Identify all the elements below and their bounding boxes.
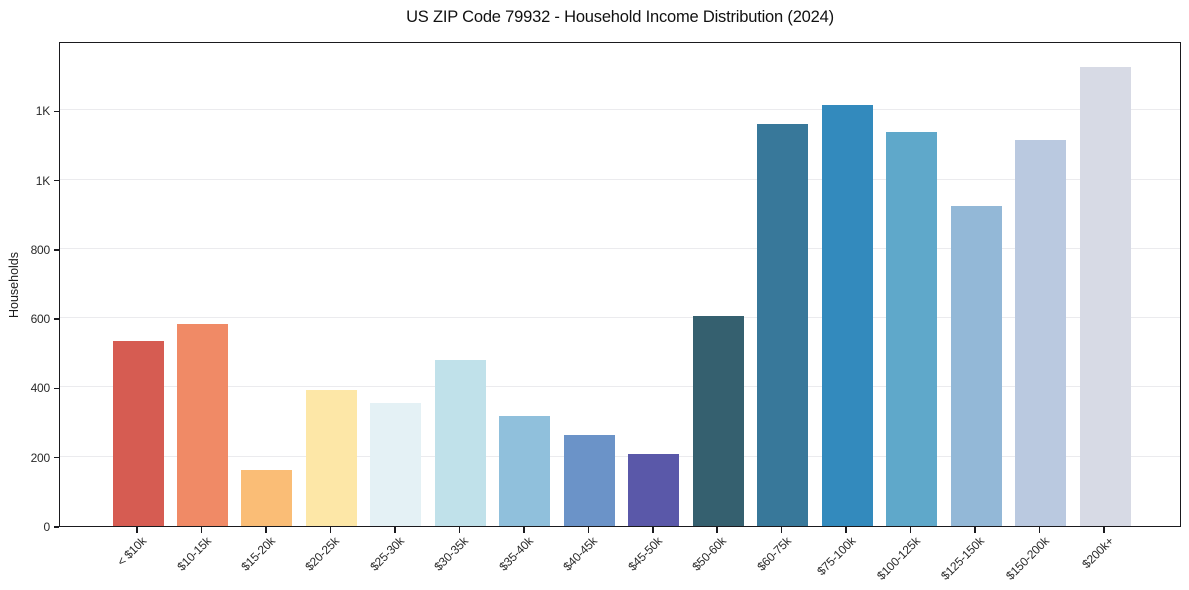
x-tick-label: $150-200k: [1002, 534, 1052, 583]
x-tick-mark: [1038, 527, 1041, 533]
gridline: [60, 386, 1180, 388]
x-tick-label: $60-75k: [754, 534, 794, 574]
x-tick-mark: [394, 527, 396, 533]
bar-$60-75k: [757, 124, 809, 526]
gridline: [60, 178, 1180, 180]
bar-$35-40k: [499, 416, 551, 526]
x-tick-label: $20-25k: [302, 534, 343, 574]
bar-$40-45k: [563, 434, 615, 526]
x-tick-label: $40-45k: [560, 534, 601, 574]
y-tick-label: 800: [30, 242, 51, 257]
bar-$125-150k: [950, 205, 1002, 526]
y-tick-label: 400: [30, 381, 51, 396]
bar-$15-20k: [241, 469, 293, 526]
y-axis-label: Households: [7, 251, 21, 319]
y-tick-mark: [54, 526, 59, 528]
x-tick-mark: [329, 527, 332, 533]
x-tick-mark: [265, 527, 267, 533]
x-tick-mark: [780, 527, 783, 533]
x-tick-label: $125-150k: [938, 534, 988, 583]
y-tick-label: 0: [43, 520, 51, 534]
x-tick-mark: [716, 527, 718, 533]
bar-$200k+: [1079, 66, 1131, 526]
x-tick-mark: [1103, 527, 1105, 533]
bar-$45-50k: [628, 453, 680, 526]
x-tick-mark: [652, 527, 654, 533]
x-tick-label: $45-50k: [625, 534, 665, 574]
x-tick-mark: [587, 527, 590, 533]
y-tick-label: 1K: [35, 173, 50, 188]
x-tick-label: $50-60k: [689, 534, 730, 574]
y-tick-mark: [54, 387, 59, 390]
gridline: [60, 317, 1180, 319]
x-tick-label: $100-125k: [873, 534, 923, 583]
bar-$25-30k: [370, 403, 422, 526]
bar-$20-25k: [305, 389, 357, 526]
bar-< $10k: [112, 340, 164, 526]
bar-$10-15k: [176, 324, 228, 526]
bar-$150-200k: [1015, 140, 1067, 526]
y-tick-label: 600: [30, 312, 51, 327]
x-tick-label: < $10k: [114, 534, 149, 569]
x-tick-mark: [909, 527, 912, 533]
x-tick-label: $15-20k: [238, 534, 278, 574]
y-tick-label: 1K: [35, 104, 50, 119]
x-tick-mark: [458, 527, 461, 533]
x-tick-mark: [974, 527, 976, 533]
y-tick-mark: [54, 179, 59, 182]
x-tick-mark: [136, 527, 138, 533]
gridline: [60, 455, 1180, 457]
x-tick-mark: [523, 527, 525, 533]
x-tick-label: $25-30k: [367, 534, 407, 574]
bar-$50-60k: [692, 316, 744, 526]
y-tick-mark: [54, 249, 59, 251]
x-tick-label: $75-100k: [813, 534, 859, 579]
x-tick-label: $35-40k: [496, 534, 536, 574]
bar-$30-35k: [434, 360, 486, 526]
chart-title: US ZIP Code 79932 - Household Income Dis…: [406, 8, 834, 26]
bar-$100-125k: [886, 132, 938, 526]
y-tick-mark: [54, 318, 59, 320]
x-tick-label: $30-35k: [431, 534, 472, 574]
x-tick-mark: [200, 527, 203, 533]
gridline: [60, 247, 1180, 249]
gridline: [60, 109, 1180, 111]
plot-area: [59, 42, 1181, 527]
x-tick-label: $10-15k: [173, 534, 214, 574]
y-tick-mark: [54, 110, 59, 113]
x-tick-label: $200k+: [1078, 534, 1116, 572]
y-tick-mark: [54, 456, 59, 459]
x-tick-mark: [845, 527, 847, 533]
y-tick-label: 200: [30, 450, 51, 465]
bar-$75-100k: [821, 105, 873, 526]
